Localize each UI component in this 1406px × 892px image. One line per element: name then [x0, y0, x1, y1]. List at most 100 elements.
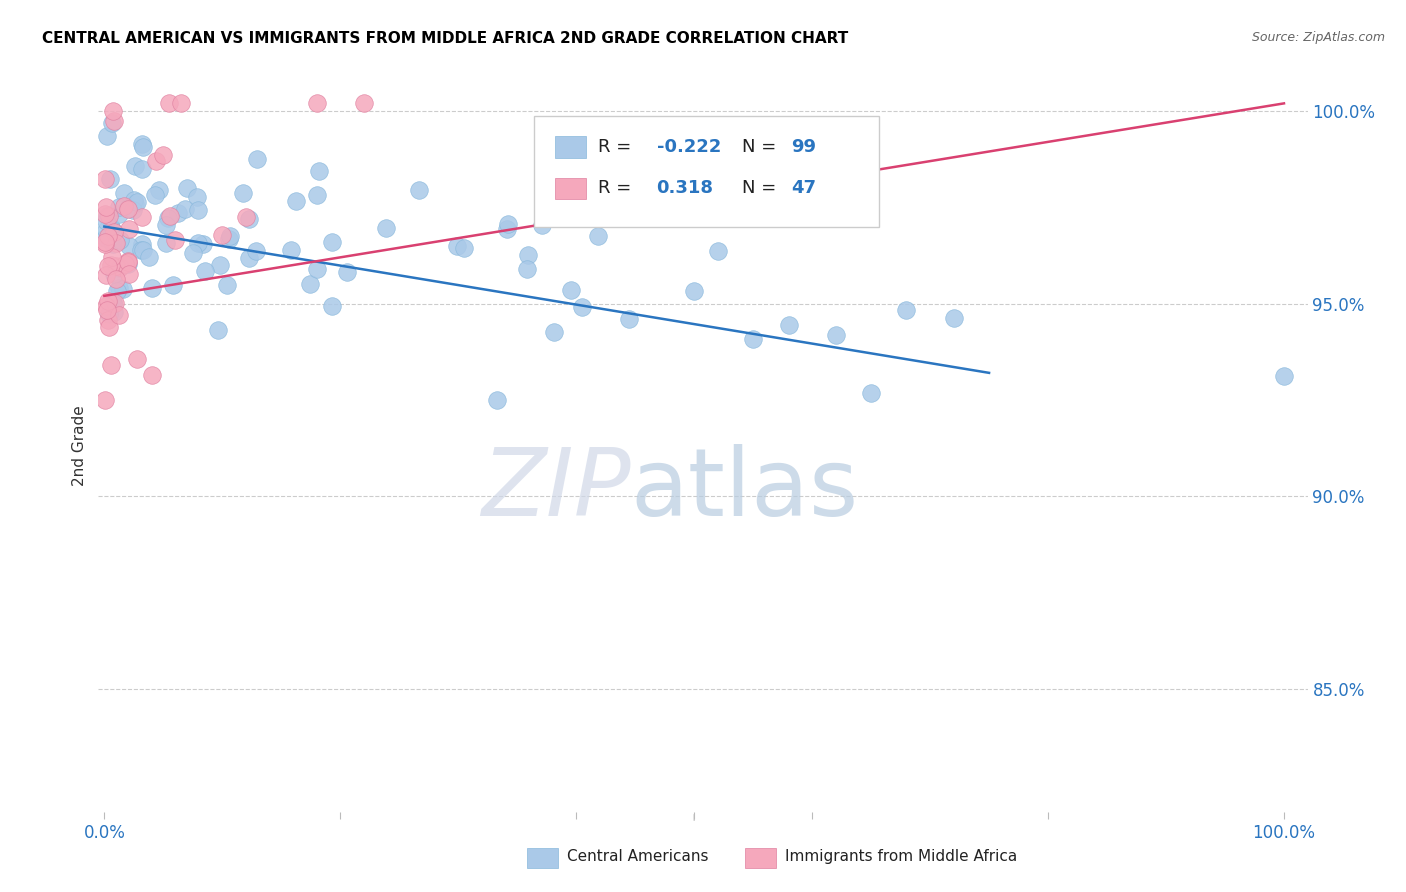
- Point: [100, 220, 122, 235]
- Point: [104, 295, 127, 310]
- Point: [683, 284, 706, 298]
- Point: [97, 294, 120, 309]
- Point: [100, 220, 122, 235]
- Point: [170, 96, 193, 111]
- Point: [104, 271, 127, 285]
- Point: [186, 190, 208, 204]
- Text: CENTRAL AMERICAN VS IMMIGRANTS FROM MIDDLE AFRICA 2ND GRADE CORRELATION CHART: CENTRAL AMERICAN VS IMMIGRANTS FROM MIDD…: [42, 31, 848, 46]
- Point: [107, 206, 129, 220]
- Point: [96, 209, 118, 223]
- Point: [145, 154, 167, 169]
- Point: [124, 196, 146, 211]
- Point: [148, 183, 170, 197]
- Point: [181, 246, 204, 260]
- Point: [94, 237, 117, 252]
- Point: [617, 312, 640, 326]
- Point: [108, 260, 131, 275]
- Point: [353, 96, 375, 111]
- Point: [121, 203, 143, 218]
- Point: [108, 233, 131, 247]
- Point: [94, 172, 117, 186]
- Point: [100, 258, 122, 272]
- Point: [485, 392, 508, 407]
- Point: [299, 277, 322, 291]
- Point: [408, 183, 430, 197]
- Point: [125, 195, 148, 210]
- Point: [124, 159, 146, 173]
- Point: [94, 235, 117, 249]
- Text: atlas: atlas: [630, 444, 859, 536]
- Point: [117, 255, 139, 269]
- Text: R =: R =: [598, 179, 637, 197]
- Point: [860, 386, 883, 401]
- Point: [108, 200, 131, 214]
- Point: [496, 222, 519, 236]
- Point: [94, 268, 117, 282]
- Point: [131, 243, 153, 257]
- Text: Immigrants from Middle Africa: Immigrants from Middle Africa: [785, 849, 1017, 863]
- Point: [105, 259, 128, 273]
- Point: [100, 220, 122, 235]
- Point: [108, 308, 131, 322]
- Point: [131, 161, 153, 176]
- Point: [1272, 369, 1295, 384]
- Point: [238, 251, 260, 265]
- Point: [375, 221, 398, 235]
- Point: [516, 248, 538, 262]
- Point: [516, 261, 538, 276]
- Point: [101, 295, 124, 310]
- Point: [118, 267, 141, 281]
- Point: [117, 257, 139, 271]
- Point: [94, 214, 117, 228]
- Point: [571, 300, 593, 314]
- Point: [131, 211, 153, 225]
- Point: [336, 265, 359, 279]
- Point: [104, 236, 127, 251]
- Point: [157, 96, 180, 111]
- Text: ZIP: ZIP: [481, 444, 630, 535]
- Point: [560, 283, 582, 297]
- Point: [209, 258, 232, 272]
- Point: [101, 297, 124, 311]
- Point: [453, 241, 475, 255]
- Point: [530, 218, 553, 232]
- Point: [96, 223, 118, 237]
- Point: [778, 318, 800, 333]
- Point: [131, 236, 153, 251]
- Point: [173, 202, 195, 217]
- Point: [824, 327, 846, 342]
- Point: [132, 244, 155, 258]
- Point: [217, 277, 239, 292]
- Point: [103, 225, 125, 239]
- Point: [308, 163, 330, 178]
- Point: [896, 303, 918, 318]
- Point: [114, 257, 136, 271]
- Point: [108, 260, 131, 275]
- Point: [218, 232, 240, 246]
- Point: [156, 211, 179, 226]
- Point: [101, 250, 124, 264]
- Point: [117, 253, 139, 268]
- Text: N =: N =: [742, 179, 782, 197]
- Point: [112, 199, 135, 213]
- Point: [94, 299, 117, 313]
- Point: [284, 194, 307, 208]
- Point: [97, 228, 120, 243]
- Point: [112, 282, 135, 296]
- Point: [117, 202, 139, 216]
- Point: [235, 210, 257, 224]
- Text: R =: R =: [598, 138, 637, 156]
- Point: [238, 211, 260, 226]
- Point: [118, 222, 141, 236]
- Point: [131, 136, 153, 151]
- Point: [103, 267, 125, 281]
- Point: [132, 140, 155, 154]
- Point: [94, 392, 117, 407]
- Point: [162, 278, 184, 293]
- Point: [118, 238, 141, 252]
- Point: [143, 187, 166, 202]
- Point: [167, 206, 190, 220]
- Point: [94, 200, 117, 214]
- Point: [96, 303, 118, 318]
- Point: [211, 227, 233, 242]
